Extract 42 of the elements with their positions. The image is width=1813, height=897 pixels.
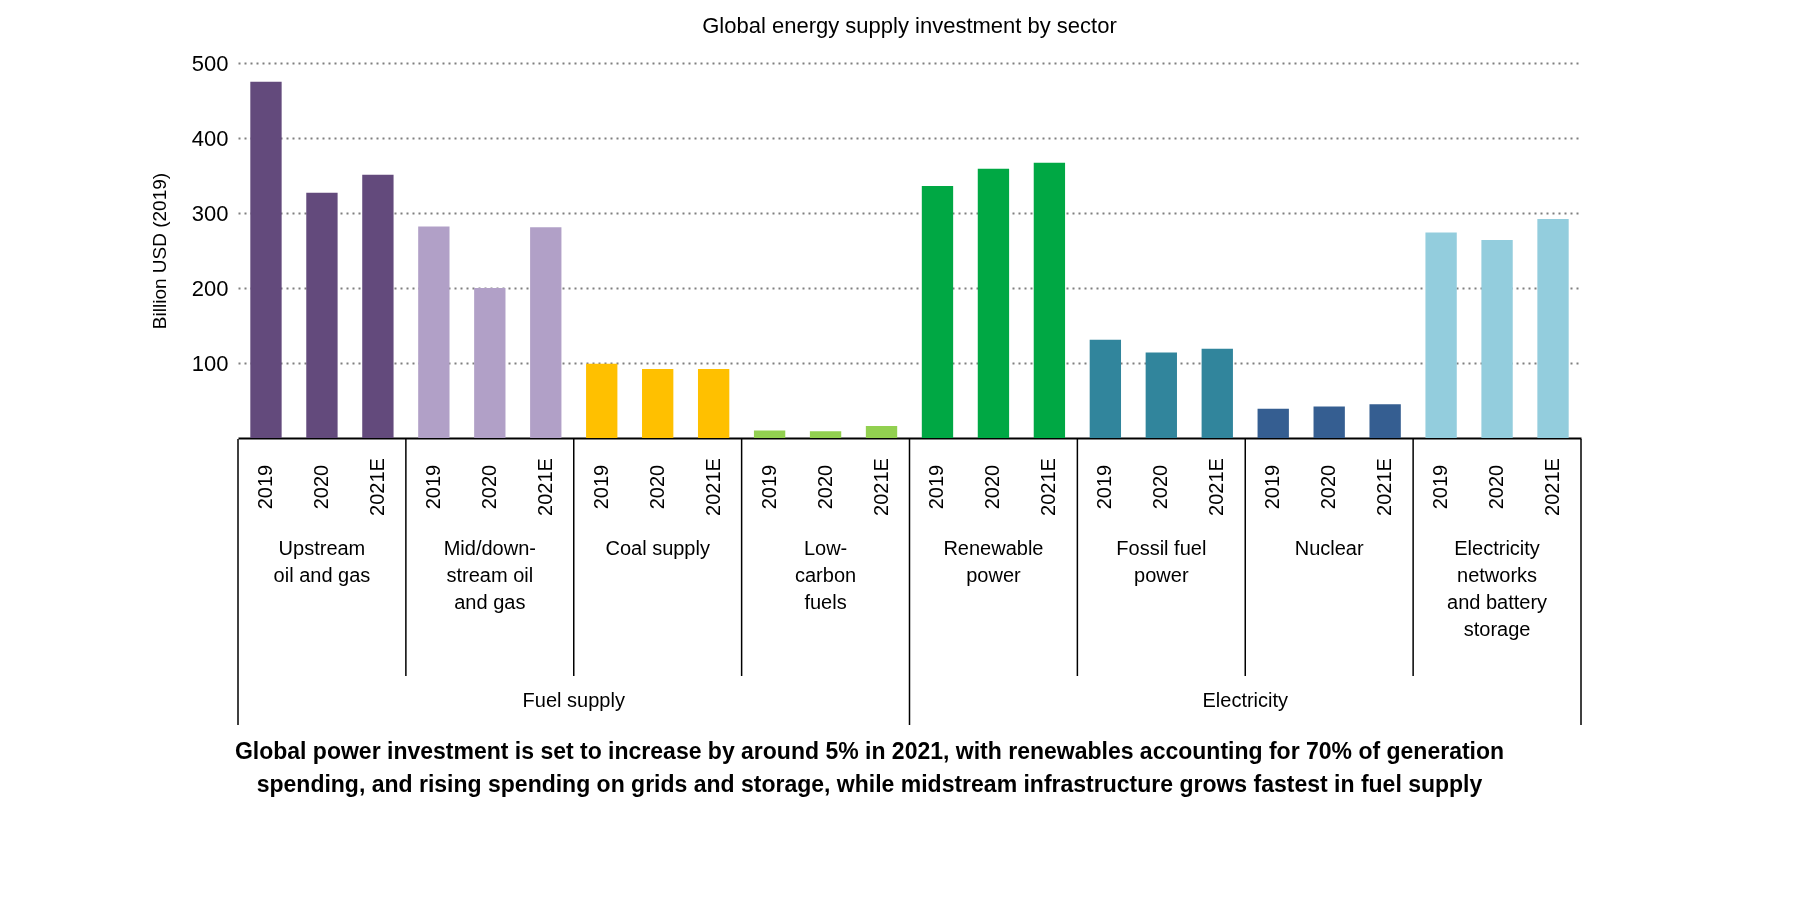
text: Electricity (1202, 689, 1289, 711)
text: 2021E (1541, 458, 1564, 516)
y-tick-label: 300 (191, 200, 229, 226)
y-tick-label: 400 (191, 125, 229, 151)
text: Global power investment is set to increase by around 5% in 2021, with renewables accounting for 70% of generation spending, and rising spending on grids and storage, while midstream infrastructure grows fastest in fuel supply (234, 738, 1505, 797)
x-tick-label: Nuclear (1294, 537, 1364, 559)
text: 2021E (533, 458, 556, 516)
text: 2020 (1317, 464, 1340, 510)
text: 2019 (925, 464, 948, 510)
text: Fuel supply (522, 689, 625, 711)
x-tick-label: Renewable power (943, 537, 1044, 586)
y-tick-label: 500 (191, 50, 229, 76)
x-tick-label: Fossil fuel power (1116, 537, 1207, 586)
y-tick-label: 200 (191, 275, 229, 301)
text: 2021E (1205, 458, 1228, 516)
text: 2019 (421, 464, 444, 510)
text: 2021E (365, 458, 388, 516)
text: 2019 (589, 464, 612, 510)
text: 2021E (1037, 458, 1060, 516)
text: 2021E (701, 458, 724, 516)
text: 2019 (1261, 464, 1284, 510)
text: 2019 (1429, 464, 1452, 510)
text: 2020 (813, 464, 836, 510)
text: 2019 (757, 464, 780, 510)
text: 2020 (981, 464, 1004, 510)
text: 2020 (309, 464, 332, 510)
text: 2019 (253, 464, 276, 510)
x-tick-label: Mid/down-stream oil and gas (443, 537, 536, 613)
x-tick-label: Low-carbon fuels (794, 537, 857, 613)
text: 2020 (477, 464, 500, 510)
x-tick-label: Electricity networks and battery storage (1447, 537, 1548, 640)
y-tick-label: 100 (191, 350, 229, 376)
text: 2019 (1093, 464, 1116, 510)
text: 2020 (1485, 464, 1508, 510)
y-axis-title: Billion USD (2019) (148, 172, 170, 330)
x-tick-label: Coal supply (605, 537, 710, 559)
text: 2021E (869, 458, 892, 516)
text: 2020 (645, 464, 668, 510)
text: 2021E (1373, 458, 1396, 516)
text: 2020 (1149, 464, 1172, 510)
x-tick-label: Upstream oil and gas (273, 537, 371, 586)
chart-title: Global energy supply investment by sector (702, 13, 1117, 38)
